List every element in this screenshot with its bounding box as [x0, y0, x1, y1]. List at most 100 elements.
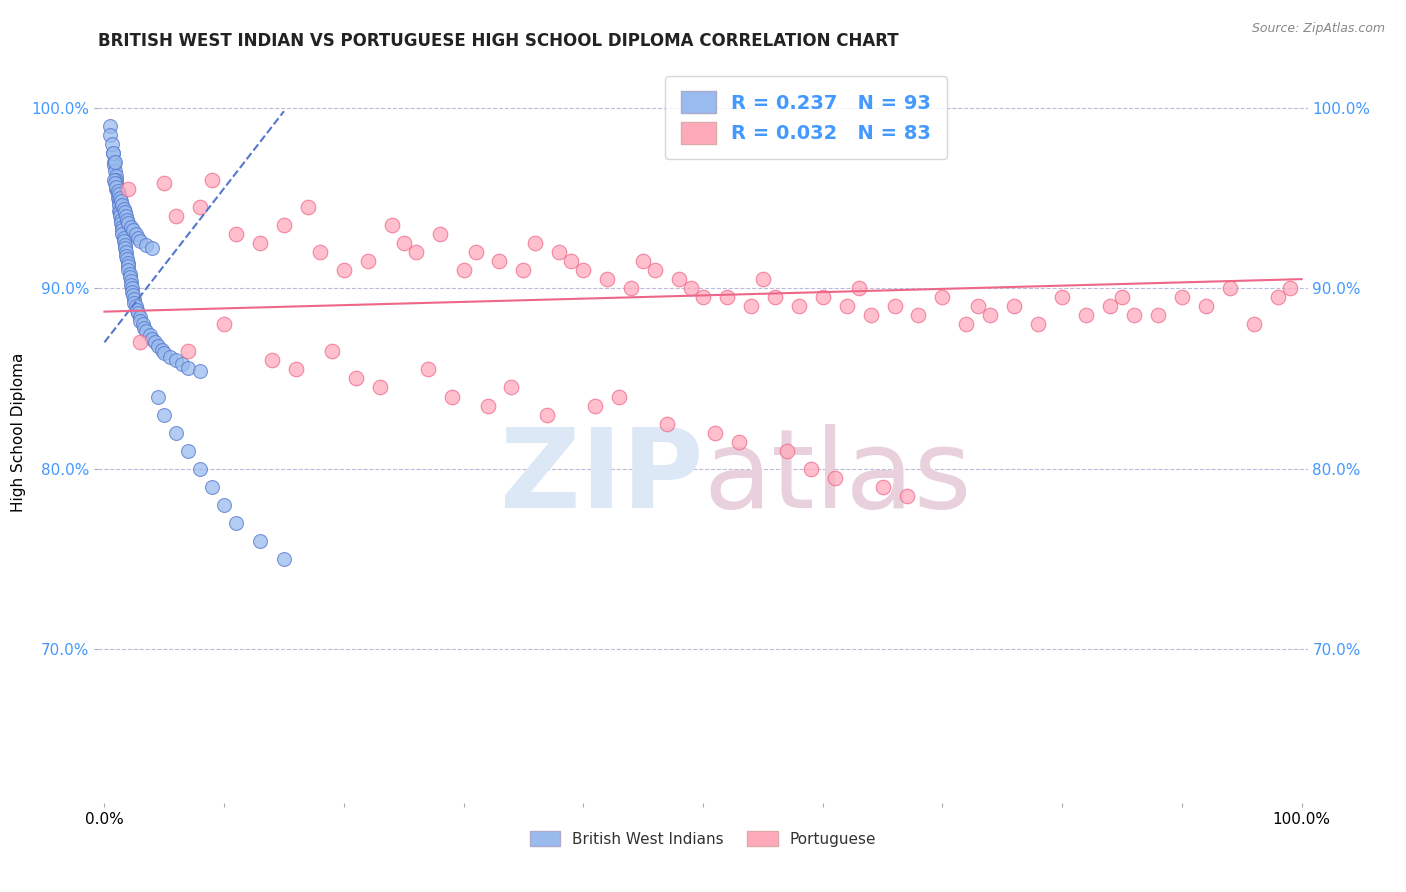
Point [177, 360, 200, 375]
Point [728, 434, 751, 449]
Point [105, 182, 128, 196]
Point [143, 335, 166, 350]
Point [107, 191, 129, 205]
Point [120, 274, 142, 288]
Point [679, 281, 702, 295]
Point [115, 245, 138, 260]
Point [429, 227, 451, 241]
Point [536, 408, 558, 422]
Point [297, 200, 319, 214]
Point [159, 350, 181, 364]
Point [108, 205, 131, 219]
Point [692, 290, 714, 304]
Point [872, 480, 894, 494]
Point [165, 425, 187, 440]
Text: ZIP: ZIP [499, 424, 703, 531]
Point [704, 425, 727, 440]
Point [848, 281, 870, 295]
Point [118, 267, 141, 281]
Point [129, 310, 152, 324]
Point [148, 339, 170, 353]
Point [284, 362, 307, 376]
Point [117, 216, 139, 230]
Point [110, 212, 132, 227]
Point [118, 270, 141, 285]
Point [859, 308, 882, 322]
Point [273, 218, 295, 232]
Point [120, 277, 142, 292]
Point [907, 308, 929, 322]
Point [607, 390, 630, 404]
Point [273, 552, 295, 566]
Point [1074, 308, 1097, 322]
Point [201, 173, 224, 187]
Point [104, 163, 127, 178]
Point [583, 399, 606, 413]
Point [811, 290, 834, 304]
Point [440, 390, 463, 404]
Point [344, 371, 367, 385]
Point [776, 443, 799, 458]
Point [153, 177, 176, 191]
Point [107, 198, 129, 212]
Point [153, 408, 176, 422]
Point [1219, 281, 1241, 295]
Point [405, 245, 427, 260]
Point [104, 154, 127, 169]
Point [368, 380, 391, 394]
Point [141, 242, 163, 256]
Point [416, 362, 439, 376]
Point [124, 299, 146, 313]
Point [127, 306, 149, 320]
Point [381, 218, 404, 232]
Point [112, 234, 135, 248]
Text: BRITISH WEST INDIAN VS PORTUGUESE HIGH SCHOOL DIPLOMA CORRELATION CHART: BRITISH WEST INDIAN VS PORTUGUESE HIGH S… [98, 32, 898, 50]
Point [752, 272, 775, 286]
Point [477, 399, 499, 413]
Point [129, 313, 152, 327]
Point [100, 119, 122, 133]
Point [501, 380, 523, 394]
Point [107, 184, 129, 198]
Point [631, 254, 654, 268]
Point [100, 136, 122, 151]
Point [201, 480, 224, 494]
Point [114, 237, 136, 252]
Point [135, 237, 157, 252]
Y-axis label: High School Diploma: High School Diploma [11, 353, 25, 512]
Point [107, 187, 129, 202]
Point [824, 471, 846, 485]
Point [121, 281, 143, 295]
Point [107, 187, 129, 202]
Point [129, 234, 152, 248]
Point [115, 212, 138, 227]
Point [333, 263, 356, 277]
Point [165, 209, 187, 223]
Point [114, 205, 136, 219]
Legend: British West Indians, Portuguese: British West Indians, Portuguese [522, 823, 884, 855]
Point [127, 230, 149, 244]
Point [115, 252, 138, 267]
Point [103, 154, 125, 169]
Point [101, 145, 124, 160]
Point [763, 290, 786, 304]
Point [110, 216, 132, 230]
Point [560, 254, 582, 268]
Point [117, 256, 139, 270]
Point [105, 177, 128, 191]
Point [309, 245, 332, 260]
Point [115, 249, 138, 263]
Point [108, 191, 131, 205]
Point [114, 242, 136, 256]
Point [107, 203, 129, 218]
Point [125, 302, 148, 317]
Point [212, 498, 235, 512]
Point [787, 299, 810, 313]
Point [124, 292, 146, 306]
Point [110, 194, 132, 209]
Point [512, 263, 534, 277]
Point [112, 202, 135, 216]
Point [101, 145, 124, 160]
Point [117, 182, 139, 196]
Point [249, 235, 271, 250]
